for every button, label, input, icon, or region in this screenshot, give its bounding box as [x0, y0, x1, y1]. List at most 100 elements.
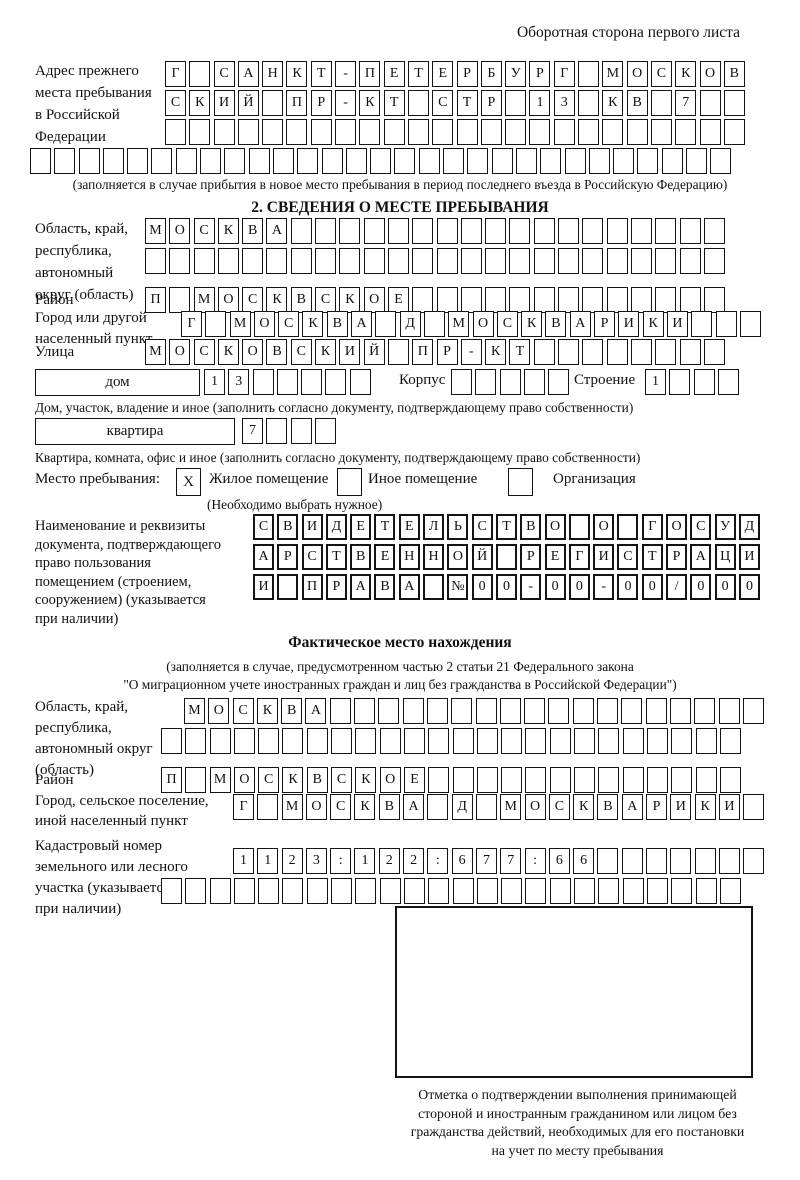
char-cell: С — [232, 698, 254, 724]
char-cell: О — [472, 311, 494, 337]
char-cell — [533, 248, 555, 274]
char-cell: : — [330, 848, 352, 874]
char-cell: Е — [432, 61, 454, 87]
char-cell — [710, 148, 732, 174]
char-cell: Г — [641, 514, 663, 540]
char-cell — [476, 878, 498, 904]
char-cell — [379, 728, 401, 754]
korpus-cells — [451, 369, 570, 395]
char-cell — [418, 148, 440, 174]
char-cell: Р — [666, 544, 688, 570]
char-cell — [452, 767, 474, 793]
char-cell — [693, 369, 715, 395]
char-cell: 1 — [204, 369, 225, 395]
char-cell — [456, 119, 478, 145]
char-cell: 2 — [281, 848, 303, 874]
char-cell — [695, 878, 717, 904]
char-cell — [315, 248, 337, 274]
char-cell: И — [670, 794, 692, 820]
char-cell: С — [242, 287, 264, 313]
char-cell — [412, 248, 434, 274]
char-cell — [572, 698, 594, 724]
char-cell — [671, 878, 693, 904]
char-cell — [476, 728, 498, 754]
document-row-3: И П Р А В А № 0 0-0 0-0 0/0 0 0 — [253, 574, 760, 600]
char-cell — [161, 728, 182, 754]
char-cell: С — [331, 767, 353, 793]
char-cell — [691, 311, 713, 337]
char-cell: О — [169, 339, 191, 365]
char-cell — [558, 287, 580, 313]
char-cell: 3 — [553, 90, 575, 116]
char-cell: 0 — [714, 574, 736, 600]
char-cell: М — [448, 311, 470, 337]
char-cell — [286, 119, 308, 145]
char-cell: № — [447, 574, 469, 600]
char-cell: 7 — [475, 848, 497, 874]
char-cell — [161, 878, 182, 904]
flat-number-cells: 7 — [242, 418, 336, 444]
confirmation-mark-box — [395, 906, 753, 1078]
house-type-box: дом — [35, 369, 200, 396]
char-cell — [407, 90, 429, 116]
char-cell — [630, 248, 652, 274]
char-cell: Р — [277, 544, 299, 570]
char-cell — [205, 311, 227, 337]
char-cell — [548, 698, 570, 724]
char-cell — [54, 148, 76, 174]
char-cell: В — [545, 311, 567, 337]
char-cell: 6 — [451, 848, 473, 874]
char-cell — [703, 339, 725, 365]
char-cell — [387, 218, 409, 244]
char-cell: 0 — [568, 574, 590, 600]
char-cell — [451, 369, 472, 395]
char-cell — [423, 311, 445, 337]
char-cell: К — [602, 90, 624, 116]
char-cell — [553, 119, 575, 145]
char-cell — [540, 148, 562, 174]
char-cell: 3 — [228, 369, 250, 395]
char-cell — [467, 148, 489, 174]
char-cell — [558, 339, 580, 365]
char-cell: О — [379, 767, 401, 793]
char-cell: Й — [363, 339, 385, 365]
char-cell: О — [593, 514, 615, 540]
char-cell — [606, 218, 628, 244]
char-cell — [505, 90, 527, 116]
char-cell — [189, 119, 211, 145]
char-cell — [355, 728, 377, 754]
char-cell — [509, 287, 531, 313]
char-cell: М — [145, 218, 166, 244]
char-cell: Д — [738, 514, 760, 540]
char-cell — [403, 878, 425, 904]
char-cell: О — [253, 311, 275, 337]
char-cell — [427, 794, 449, 820]
char-cell — [290, 418, 312, 444]
char-cell — [549, 878, 571, 904]
fact-subtitle-1: (заполняется в случае, предусмотренном ч… — [166, 659, 634, 674]
char-cell: К — [485, 339, 507, 365]
char-cell — [655, 248, 677, 274]
char-cell: О — [699, 61, 721, 87]
char-cell — [329, 698, 351, 724]
char-cell — [475, 369, 497, 395]
char-cell: Г — [165, 61, 186, 87]
char-cell — [209, 728, 231, 754]
char-cell — [670, 848, 692, 874]
char-cell: Т — [325, 544, 347, 570]
char-cell — [491, 148, 513, 174]
char-cell — [598, 728, 620, 754]
char-cell — [650, 90, 672, 116]
char-cell — [703, 248, 725, 274]
char-cell — [669, 369, 691, 395]
char-cell: 0 — [617, 574, 639, 600]
char-cell: / — [666, 574, 688, 600]
char-cell — [597, 698, 619, 724]
house-caption: Дом, участок, владение и иное (заполнить… — [35, 400, 634, 415]
char-cell: : — [524, 848, 546, 874]
section2-region-row-2 — [145, 248, 725, 274]
char-cell: К — [302, 311, 324, 337]
fact-region-label: Область, край, республика, автономный ок… — [35, 699, 153, 778]
